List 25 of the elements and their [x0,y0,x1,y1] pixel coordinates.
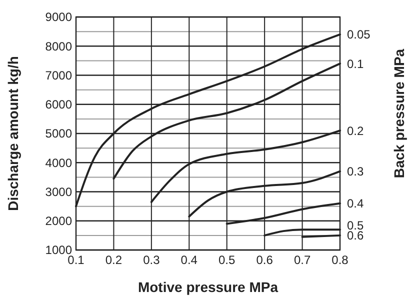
series-label: 0.4 [347,196,364,211]
x-tick-label: 0.3 [143,253,160,267]
x-axis-title: Motive pressure MPa [138,279,278,295]
legend-title: Back pressure MPa [391,48,407,178]
y-tick-label: 2000 [45,214,72,228]
y-tick-label: 6000 [45,98,72,112]
series-label: 0.05 [347,28,371,42]
series-label: 0.1 [347,56,364,71]
y-tick-label: 4000 [45,156,72,170]
x-tick-label: 0.8 [332,253,349,267]
y-tick-label: 8000 [45,39,72,54]
y-tick-label: 7000 [45,68,72,82]
x-tick-label: 0.4 [180,253,198,267]
y-tick-label: 3000 [45,184,72,199]
x-tick-label: 0.1 [68,253,85,267]
y-axis-title: Discharge amount kg/h [5,56,21,211]
series-label: 0.3 [347,164,364,179]
x-tick-label: 0.5 [218,253,236,267]
x-tick-label: 0.7 [294,253,311,267]
y-tick-label: 5000 [45,126,72,141]
series-label: 0.6 [347,228,364,243]
series-label: 0.2 [347,124,364,138]
x-tick-label: 0.2 [105,253,122,267]
x-tick-label: 0.6 [256,253,274,267]
y-tick-label: 9000 [45,10,72,24]
